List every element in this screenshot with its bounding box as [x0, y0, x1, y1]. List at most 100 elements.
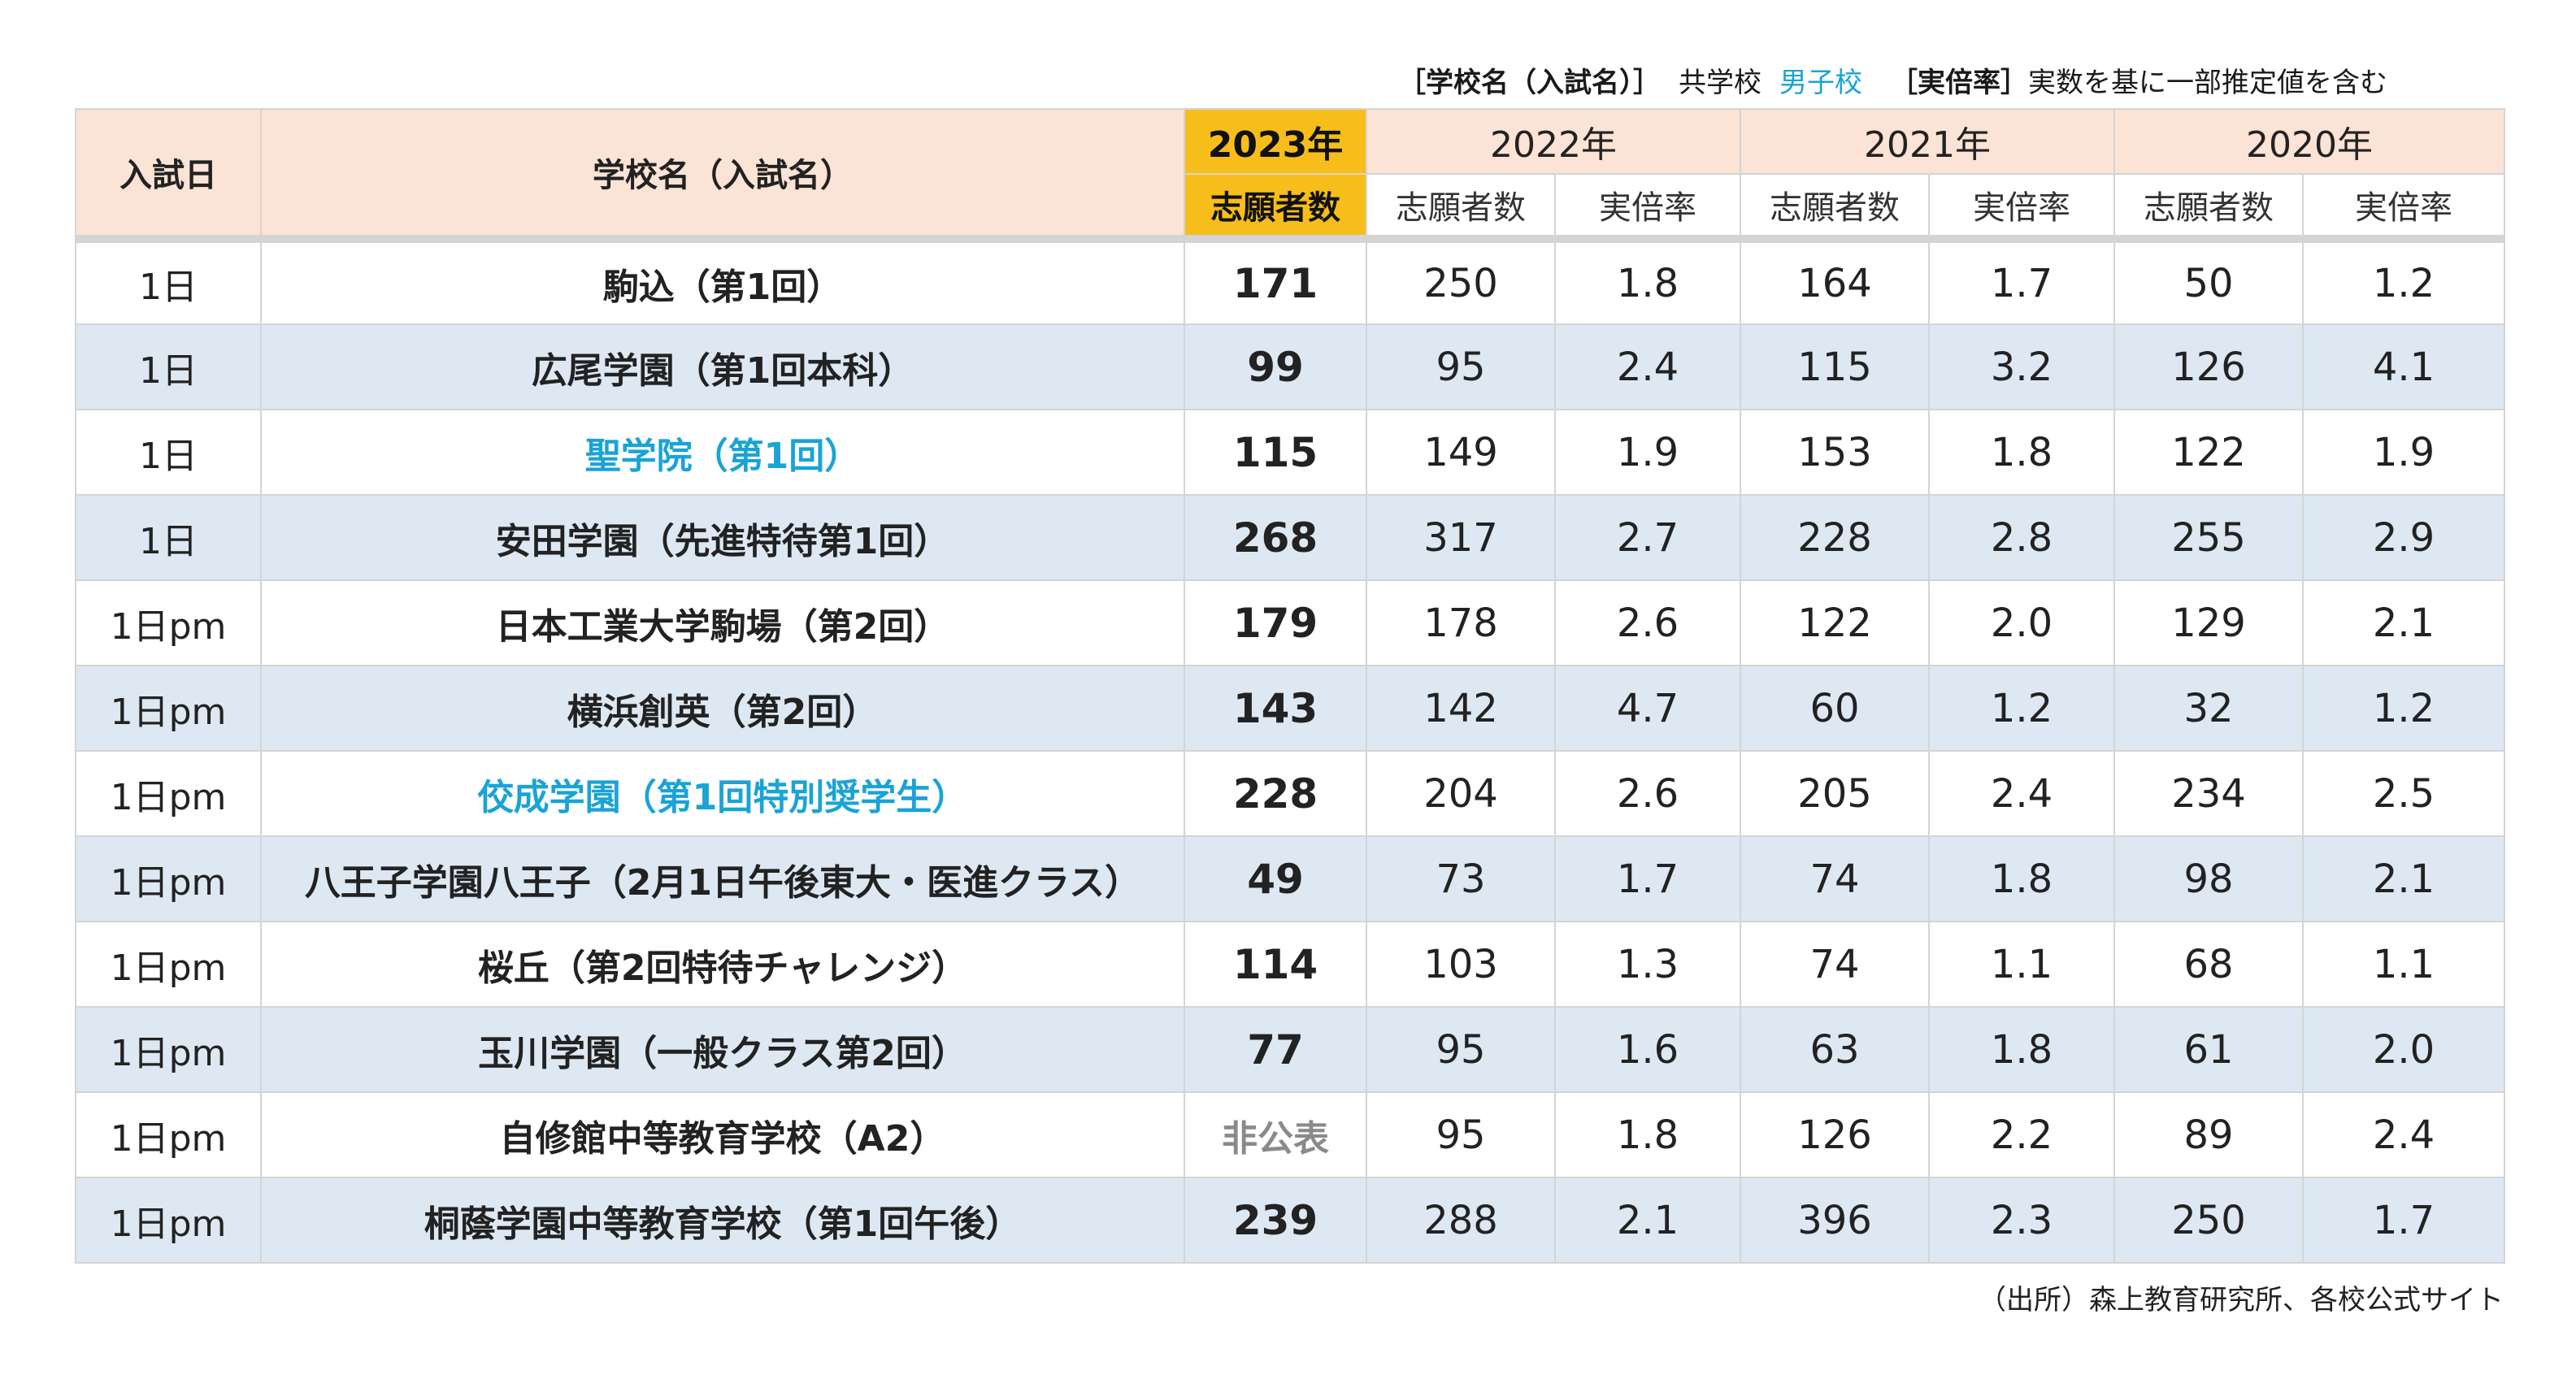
table-row: 1日pm 玉川学園（一般クラス第2回） 77 95 1.6 63 1.8 61 2.0 [75, 1006, 2506, 1093]
cell-school: 自修館中等教育学校（A2） [260, 1091, 1185, 1178]
cell-ratio-2021: 2.8 [1928, 494, 2116, 581]
table-row: 1日pm 桜丘（第2回特待チャレンジ） 114 103 1.3 74 1.1 68 1.1 [75, 921, 2506, 1008]
applicants-table: 入試日 学校名（入試名） 2023年 2022年 2021年 2020年 志願者… [75, 108, 2506, 1264]
cell-applicants-2022: 95 [1366, 1006, 1556, 1093]
cell-applicants-2021: 126 [1740, 1091, 1931, 1178]
legend-ratio-note: 実数を基に一部推定値を含む [2028, 66, 2387, 99]
table-row: 1日 安田学園（先進特待第1回） 268 317 2.7 228 2.8 255 2.9 [75, 494, 2506, 581]
cell-ratio-2021: 1.2 [1928, 665, 2116, 752]
table-row: 1日pm 佼成学園（第1回特別奨学生） 228 204 2.6 205 2.4 234 2.5 [75, 750, 2506, 837]
cell-ratio-2021: 1.8 [1928, 835, 2116, 922]
cell-ratio-2021: 1.7 [1928, 235, 2116, 325]
cell-applicants-2023: 171 [1184, 235, 1367, 325]
cell-applicants-2022: 142 [1366, 665, 1556, 752]
cell-applicants-2021: 60 [1740, 665, 1931, 752]
cell-applicants-2022: 149 [1366, 409, 1556, 496]
table-body: 1日 駒込（第1回） 171 250 1.8 164 1.7 50 1.2 1日 広尾学園（第1回本… [75, 235, 2506, 1264]
cell-ratio-2020: 4.1 [2302, 323, 2506, 410]
cell-ratio-2020: 2.5 [2302, 750, 2506, 837]
header-ratio-2021: 実倍率 [1928, 173, 2116, 240]
cell-applicants-2020: 68 [2113, 921, 2304, 1008]
cell-ratio-2022: 1.6 [1553, 1006, 1742, 1093]
cell-applicants-2022: 204 [1366, 750, 1556, 837]
cell-applicants-2022: 95 [1366, 323, 1556, 410]
cell-applicants-2023: 77 [1184, 1006, 1367, 1093]
cell-date: 1日pm [75, 750, 262, 837]
cell-ratio-2020: 2.0 [2302, 1006, 2506, 1093]
cell-applicants-2023: 114 [1184, 921, 1367, 1008]
cell-ratio-2020: 2.9 [2302, 494, 2506, 581]
cell-ratio-2020: 1.2 [2302, 665, 2506, 752]
cell-school: 広尾学園（第1回本科） [260, 323, 1185, 410]
cell-school: 安田学園（先進特待第1回） [260, 494, 1185, 581]
header-ratio-2020: 実倍率 [2302, 173, 2506, 240]
cell-applicants-2023: 99 [1184, 323, 1367, 410]
cell-ratio-2020: 1.2 [2302, 235, 2506, 325]
cell-ratio-2022: 4.7 [1553, 665, 1742, 752]
cell-ratio-2021: 2.3 [1928, 1177, 2116, 1264]
header-year-2022: 2022年 [1365, 108, 1742, 175]
header-applicants-2023: 志願者数 [1184, 173, 1367, 240]
cell-date: 1日pm [75, 921, 262, 1008]
table-row: 1日pm 八王子学園八王子（2月1日午後東大・医進クラス） 49 73 1.7 74 1.8… [75, 835, 2506, 922]
cell-ratio-2022: 2.4 [1553, 323, 1742, 410]
cell-ratio-2021: 1.1 [1928, 921, 2116, 1008]
cell-ratio-2022: 1.9 [1553, 409, 1742, 496]
cell-applicants-2023: 非公表 [1184, 1091, 1367, 1178]
cell-date: 1日 [75, 323, 262, 410]
table-row: 1日 聖学院（第1回） 115 149 1.9 153 1.8 122 1.9 [75, 409, 2506, 496]
cell-applicants-2021: 228 [1740, 494, 1931, 581]
cell-ratio-2022: 2.1 [1553, 1177, 1742, 1264]
cell-ratio-2022: 1.3 [1553, 921, 1742, 1008]
header-year-2020: 2020年 [2113, 108, 2506, 175]
cell-applicants-2020: 50 [2113, 235, 2304, 325]
cell-school: 佼成学園（第1回特別奨学生） [260, 750, 1185, 837]
cell-date: 1日pm [75, 665, 262, 752]
header-applicants-2020: 志願者数 [2113, 173, 2304, 240]
cell-school: 横浜創英（第2回） [260, 665, 1185, 752]
cell-date: 1日 [75, 235, 262, 325]
cell-ratio-2020: 2.1 [2302, 835, 2506, 922]
cell-applicants-2023: 239 [1184, 1177, 1367, 1264]
cell-ratio-2020: 1.7 [2302, 1177, 2506, 1264]
header-school: 学校名（入試名） [260, 108, 1185, 240]
legend: ［学校名（入試名）］ 共学校 男子校 ［実倍率］ 実数を基に一部推定値を含む [1398, 57, 2455, 102]
table-row: 1日pm 日本工業大学駒場（第2回） 179 178 2.6 122 2.0 129 2.1 [75, 579, 2506, 666]
cell-ratio-2021: 2.4 [1928, 750, 2116, 837]
source-note: （出所）森上教育研究所、各校公式サイト [1979, 1284, 2504, 1316]
cell-school: 日本工業大学駒場（第2回） [260, 579, 1185, 666]
cell-applicants-2021: 115 [1740, 323, 1931, 410]
cell-ratio-2022: 1.7 [1553, 835, 1742, 922]
legend-school-name: ［学校名（入試名）］ [1398, 66, 1661, 99]
cell-applicants-2022: 73 [1366, 835, 1556, 922]
cell-applicants-2021: 396 [1740, 1177, 1931, 1264]
cell-applicants-2022: 317 [1366, 494, 1556, 581]
cell-applicants-2021: 164 [1740, 235, 1931, 325]
cell-ratio-2020: 2.1 [2302, 579, 2506, 666]
legend-boys: 男子校 [1779, 66, 1862, 99]
cell-ratio-2022: 2.6 [1553, 579, 1742, 666]
cell-applicants-2021: 122 [1740, 579, 1931, 666]
table-row: 1日pm 桐蔭学園中等教育学校（第1回午後） 239 288 2.1 396 2.3 250 1… [75, 1177, 2506, 1264]
cell-applicants-2022: 95 [1366, 1091, 1556, 1178]
cell-school: 聖学院（第1回） [260, 409, 1185, 496]
cell-school: 桜丘（第2回特待チャレンジ） [260, 921, 1185, 1008]
cell-applicants-2020: 98 [2113, 835, 2304, 922]
cell-ratio-2022: 1.8 [1553, 235, 1742, 325]
cell-date: 1日pm [75, 1091, 262, 1178]
cell-school: 八王子学園八王子（2月1日午後東大・医進クラス） [260, 835, 1185, 922]
cell-applicants-2021: 74 [1740, 921, 1931, 1008]
header-year-2021: 2021年 [1740, 108, 2116, 175]
cell-applicants-2020: 255 [2113, 494, 2304, 581]
cell-applicants-2021: 63 [1740, 1006, 1931, 1093]
cell-applicants-2021: 153 [1740, 409, 1931, 496]
cell-applicants-2023: 179 [1184, 579, 1367, 666]
cell-school: 玉川学園（一般クラス第2回） [260, 1006, 1185, 1093]
cell-applicants-2022: 178 [1366, 579, 1556, 666]
cell-applicants-2020: 126 [2113, 323, 2304, 410]
table-row: 1日 駒込（第1回） 171 250 1.8 164 1.7 50 1.2 [75, 235, 2506, 325]
cell-applicants-2023: 228 [1184, 750, 1367, 837]
cell-date: 1日pm [75, 835, 262, 922]
cell-ratio-2021: 1.8 [1928, 1006, 2116, 1093]
cell-date: 1日pm [75, 1006, 262, 1093]
